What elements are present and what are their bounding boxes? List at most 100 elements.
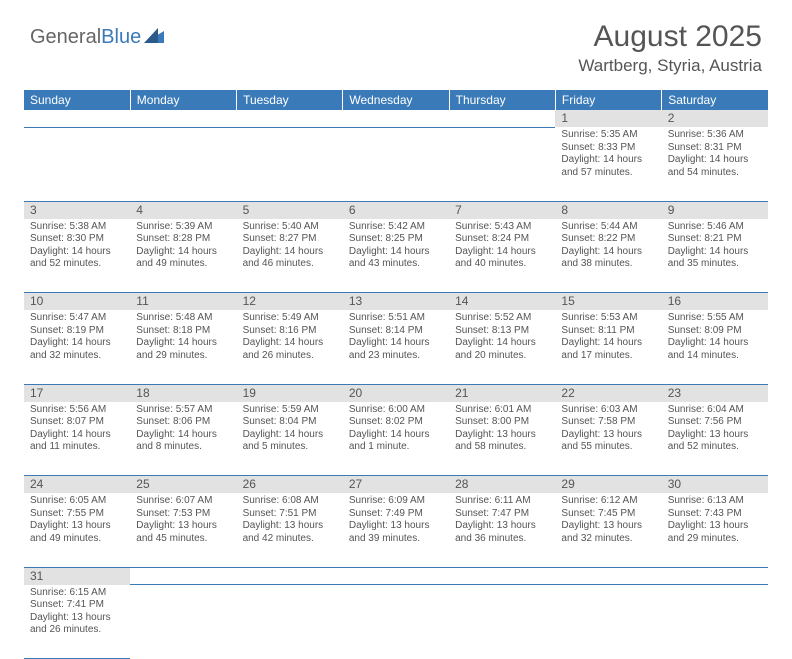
day-number: 10 xyxy=(24,293,130,311)
day-cell: Sunrise: 6:01 AMSunset: 8:00 PMDaylight:… xyxy=(449,402,555,476)
day-number: 16 xyxy=(662,293,768,311)
day-line: and 45 minutes. xyxy=(136,533,230,546)
day-number: 1 xyxy=(555,110,661,127)
day-number xyxy=(24,110,130,127)
day-number: 30 xyxy=(662,476,768,494)
day-cell: Sunrise: 5:52 AMSunset: 8:13 PMDaylight:… xyxy=(449,310,555,384)
day-number: 24 xyxy=(24,476,130,494)
day-cell xyxy=(343,127,449,201)
day-number: 12 xyxy=(237,293,343,311)
day-line: and 23 minutes. xyxy=(349,350,443,363)
day-cell: Sunrise: 6:04 AMSunset: 7:56 PMDaylight:… xyxy=(662,402,768,476)
day-line: and 38 minutes. xyxy=(561,258,655,271)
day-line: Sunset: 8:16 PM xyxy=(243,325,337,338)
day-line: Daylight: 13 hours xyxy=(455,520,549,533)
day-line: Daylight: 13 hours xyxy=(30,520,124,533)
day-line: Sunset: 8:00 PM xyxy=(455,416,549,429)
day-cell: Sunrise: 5:49 AMSunset: 8:16 PMDaylight:… xyxy=(237,310,343,384)
day-number xyxy=(343,110,449,127)
month-title: August 2025 xyxy=(578,20,762,54)
day-line: Sunrise: 6:13 AM xyxy=(668,495,762,508)
day-number xyxy=(343,567,449,585)
day-line: Sunrise: 6:12 AM xyxy=(561,495,655,508)
day-line: and 36 minutes. xyxy=(455,533,549,546)
day-line: and 26 minutes. xyxy=(30,624,124,637)
day-line: and 8 minutes. xyxy=(136,441,230,454)
day-line: and 52 minutes. xyxy=(668,441,762,454)
day-line: and 58 minutes. xyxy=(455,441,549,454)
weekday-header: Thursday xyxy=(449,90,555,110)
day-line: Daylight: 13 hours xyxy=(561,520,655,533)
day-line: Daylight: 14 hours xyxy=(30,246,124,259)
day-line: Sunrise: 5:51 AM xyxy=(349,312,443,325)
day-line: Sunset: 8:11 PM xyxy=(561,325,655,338)
day-line: Sunrise: 5:49 AM xyxy=(243,312,337,325)
day-number: 13 xyxy=(343,293,449,311)
day-number: 21 xyxy=(449,384,555,402)
day-cell: Sunrise: 5:44 AMSunset: 8:22 PMDaylight:… xyxy=(555,219,661,293)
day-line: Daylight: 13 hours xyxy=(243,520,337,533)
weekday-header: Wednesday xyxy=(343,90,449,110)
day-line: and 5 minutes. xyxy=(243,441,337,454)
day-line: Sunset: 8:30 PM xyxy=(30,233,124,246)
day-line: and 29 minutes. xyxy=(136,350,230,363)
day-cell: Sunrise: 5:42 AMSunset: 8:25 PMDaylight:… xyxy=(343,219,449,293)
day-line: Sunrise: 5:40 AM xyxy=(243,221,337,234)
day-line: Daylight: 14 hours xyxy=(136,337,230,350)
day-line: Sunset: 8:18 PM xyxy=(136,325,230,338)
day-cell: Sunrise: 6:00 AMSunset: 8:02 PMDaylight:… xyxy=(343,402,449,476)
day-cell: Sunrise: 5:59 AMSunset: 8:04 PMDaylight:… xyxy=(237,402,343,476)
day-cell xyxy=(555,585,661,659)
day-number: 3 xyxy=(24,201,130,219)
day-line: and 49 minutes. xyxy=(136,258,230,271)
day-cell xyxy=(662,585,768,659)
day-number: 18 xyxy=(130,384,236,402)
day-line: Daylight: 14 hours xyxy=(30,337,124,350)
day-line: Daylight: 14 hours xyxy=(455,246,549,259)
day-line: Daylight: 14 hours xyxy=(668,154,762,167)
day-cell xyxy=(130,127,236,201)
day-line: Sunset: 8:06 PM xyxy=(136,416,230,429)
day-line: Sunset: 8:24 PM xyxy=(455,233,549,246)
day-line: Sunset: 7:51 PM xyxy=(243,508,337,521)
day-line: Sunset: 7:58 PM xyxy=(561,416,655,429)
day-line: Sunset: 8:02 PM xyxy=(349,416,443,429)
day-line: Sunrise: 6:11 AM xyxy=(455,495,549,508)
day-line: Sunset: 7:47 PM xyxy=(455,508,549,521)
day-cell: Sunrise: 5:51 AMSunset: 8:14 PMDaylight:… xyxy=(343,310,449,384)
day-line: Sunset: 8:21 PM xyxy=(668,233,762,246)
day-cell: Sunrise: 5:35 AMSunset: 8:33 PMDaylight:… xyxy=(555,127,661,201)
day-line: and 49 minutes. xyxy=(30,533,124,546)
day-line: Daylight: 14 hours xyxy=(455,337,549,350)
day-line: Sunrise: 5:53 AM xyxy=(561,312,655,325)
day-line: Sunset: 8:22 PM xyxy=(561,233,655,246)
day-line: Sunrise: 5:52 AM xyxy=(455,312,549,325)
day-line: Sunset: 7:41 PM xyxy=(30,599,124,612)
day-line: Sunset: 8:14 PM xyxy=(349,325,443,338)
day-line: Sunrise: 6:01 AM xyxy=(455,404,549,417)
day-number xyxy=(237,567,343,585)
day-number: 2 xyxy=(662,110,768,127)
day-line: Daylight: 14 hours xyxy=(668,246,762,259)
day-line: Daylight: 14 hours xyxy=(136,246,230,259)
day-line: Daylight: 13 hours xyxy=(349,520,443,533)
day-line: Sunrise: 5:44 AM xyxy=(561,221,655,234)
day-line: and 20 minutes. xyxy=(455,350,549,363)
day-line: and 46 minutes. xyxy=(243,258,337,271)
day-cell: Sunrise: 6:13 AMSunset: 7:43 PMDaylight:… xyxy=(662,493,768,567)
day-line: Sunset: 7:53 PM xyxy=(136,508,230,521)
day-cell: Sunrise: 6:03 AMSunset: 7:58 PMDaylight:… xyxy=(555,402,661,476)
day-line: Sunset: 8:19 PM xyxy=(30,325,124,338)
day-line: Daylight: 14 hours xyxy=(243,246,337,259)
day-line: and 26 minutes. xyxy=(243,350,337,363)
day-number: 6 xyxy=(343,201,449,219)
day-line: Daylight: 14 hours xyxy=(561,246,655,259)
day-line: Daylight: 14 hours xyxy=(243,337,337,350)
day-line: Sunset: 8:07 PM xyxy=(30,416,124,429)
day-line: Daylight: 14 hours xyxy=(349,337,443,350)
day-cell: Sunrise: 6:09 AMSunset: 7:49 PMDaylight:… xyxy=(343,493,449,567)
day-line: and 35 minutes. xyxy=(668,258,762,271)
day-line: and 39 minutes. xyxy=(349,533,443,546)
day-number: 9 xyxy=(662,201,768,219)
day-line: Sunset: 7:45 PM xyxy=(561,508,655,521)
